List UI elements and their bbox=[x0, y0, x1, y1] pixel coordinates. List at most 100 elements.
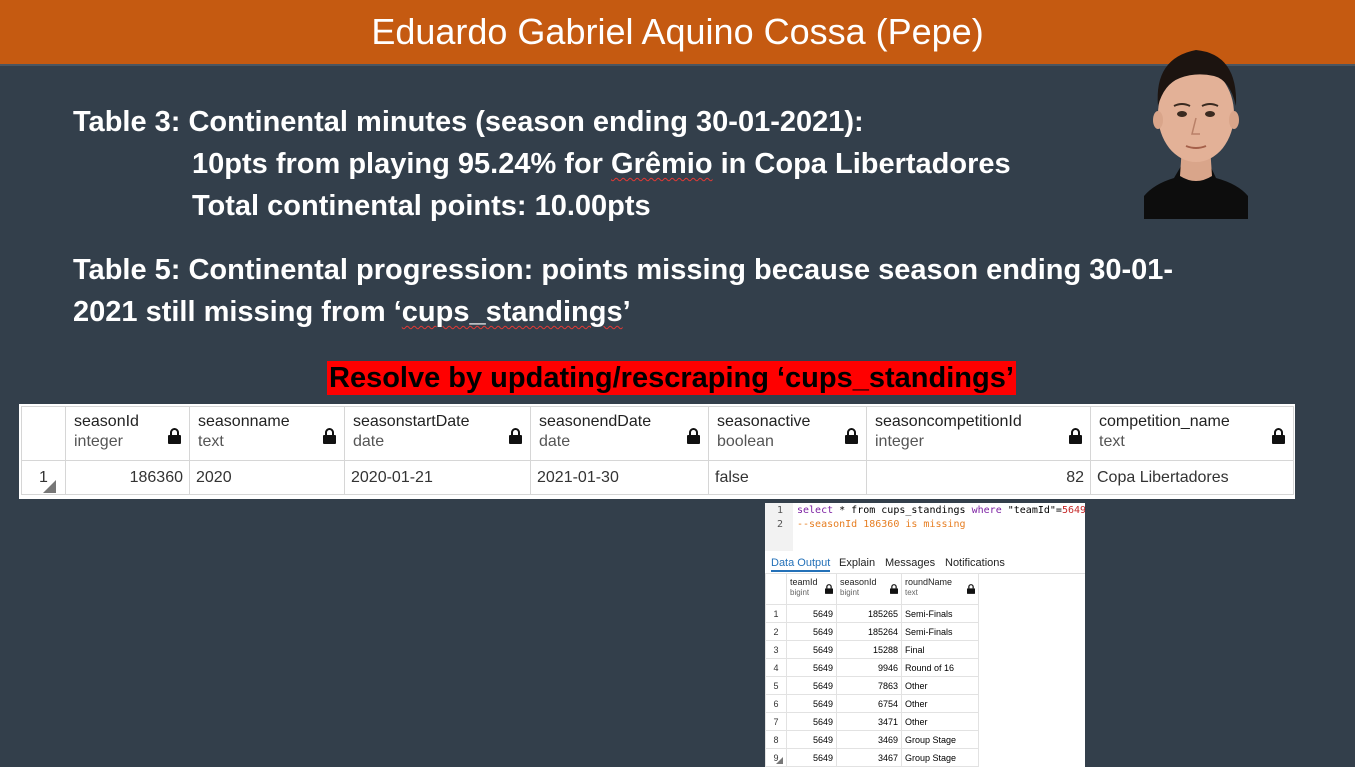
cell-roundName[interactable]: Group Stage bbox=[901, 730, 979, 749]
cell-roundName[interactable]: Round of 16 bbox=[901, 658, 979, 677]
column-name: teamId bbox=[790, 577, 818, 587]
table5-table-name: cups_standings bbox=[401, 296, 623, 328]
row-number: 2 bbox=[765, 622, 787, 641]
lock-icon bbox=[1272, 428, 1285, 444]
cell-roundName[interactable]: Final bbox=[901, 640, 979, 659]
player-photo bbox=[1144, 50, 1248, 219]
cell-roundName[interactable]: Semi-Finals bbox=[901, 622, 979, 641]
row-number: 6 bbox=[765, 694, 787, 713]
line-number: 1 bbox=[777, 505, 784, 516]
cell-teamId[interactable]: 5649 bbox=[786, 658, 837, 677]
cell-seasonId[interactable]: 3467 bbox=[836, 748, 902, 767]
season-result-grid: seasonId integer seasonname text seasons… bbox=[19, 404, 1295, 499]
row-number: 4 bbox=[765, 658, 787, 677]
tab-explain[interactable]: Explain bbox=[839, 557, 876, 569]
table-row[interactable]: 1 5649 185265 Semi-Finals bbox=[765, 604, 979, 623]
table-row[interactable]: 7 5649 3471 Other bbox=[765, 712, 979, 731]
row-number-header bbox=[21, 406, 66, 461]
column-name: roundName bbox=[905, 577, 953, 587]
tab-messages[interactable]: Messages bbox=[885, 557, 936, 569]
cell-seasonId[interactable]: 185264 bbox=[836, 622, 902, 641]
table-row[interactable]: 2 5649 185264 Semi-Finals bbox=[765, 622, 979, 641]
cell-teamId[interactable]: 5649 bbox=[786, 694, 837, 713]
cell-roundName[interactable]: Semi-Finals bbox=[901, 604, 979, 623]
column-header-seasonactive[interactable]: seasonactive boolean bbox=[708, 406, 867, 461]
table3-heading: Table 3: Continental minutes (season end… bbox=[73, 106, 864, 138]
column-header-seasonId[interactable]: seasonId bigint bbox=[836, 573, 902, 605]
table5-line-2: 2021 still missing from ‘cups_standings’ bbox=[73, 296, 631, 329]
table-row[interactable]: 9 5649 3467 Group Stage bbox=[765, 748, 979, 767]
cell-seasonId[interactable]: 185265 bbox=[836, 604, 902, 623]
cell-roundName[interactable]: Other bbox=[901, 676, 979, 695]
column-header-seasonstartDate[interactable]: seasonstartDate date bbox=[344, 406, 531, 461]
row-number: 7 bbox=[765, 712, 787, 731]
table-row[interactable]: 3 5649 15288 Final bbox=[765, 640, 979, 659]
cell-seasonactive[interactable]: false bbox=[708, 460, 867, 495]
season-header-row: seasonId integer seasonname text seasons… bbox=[21, 406, 1294, 461]
sql-text: "teamId"= bbox=[1001, 505, 1062, 516]
cell-seasonId[interactable]: 15288 bbox=[836, 640, 902, 659]
cell-competition_name[interactable]: Copa Libertadores bbox=[1090, 460, 1294, 495]
sql-editor[interactable]: 1 2 select * from cups_standings where "… bbox=[765, 503, 1085, 551]
cell-roundName[interactable]: Other bbox=[901, 712, 979, 731]
column-name: competition_name bbox=[1099, 413, 1230, 430]
column-header-teamId[interactable]: teamId bigint bbox=[786, 573, 837, 605]
sql-keyword: where bbox=[971, 505, 1002, 516]
sql-comment: --seasonId 186360 is missing bbox=[797, 519, 966, 530]
table5-line2-pre: 2021 still missing from ‘ bbox=[73, 296, 402, 328]
cell-teamId[interactable]: 5649 bbox=[786, 640, 837, 659]
cell-teamId[interactable]: 5649 bbox=[786, 622, 837, 641]
lock-icon bbox=[1069, 428, 1082, 444]
result-tabs: Data Output Explain Messages Notificatio… bbox=[765, 553, 1085, 574]
sql-line-1: select * from cups_standings where "team… bbox=[797, 505, 1085, 516]
table-row[interactable]: 5 5649 7863 Other bbox=[765, 676, 979, 695]
cell-seasonId[interactable]: 3469 bbox=[836, 730, 902, 749]
cell-roundName[interactable]: Other bbox=[901, 694, 979, 713]
column-name: seasonendDate bbox=[539, 413, 652, 430]
table5-line2-post: ’ bbox=[622, 296, 631, 328]
standings-table: teamId bigint seasonId bigint roundName … bbox=[765, 573, 979, 767]
table5-line-1: Table 5: Continental progression: points… bbox=[73, 254, 1174, 286]
row-number: 8 bbox=[765, 730, 787, 749]
column-header-competition_name[interactable]: competition_name text bbox=[1090, 406, 1294, 461]
column-header-roundName[interactable]: roundName text bbox=[901, 573, 979, 605]
table3-points-line: 10pts from playing 95.24% for Grêmio in … bbox=[192, 148, 1011, 181]
table-row[interactable]: 1 186360 2020 2020-01-21 2021-01-30 fals… bbox=[21, 460, 1294, 495]
cell-seasoncompetitionId[interactable]: 82 bbox=[866, 460, 1091, 495]
table-row[interactable]: 6 5649 6754 Other bbox=[765, 694, 979, 713]
cell-seasonId[interactable]: 7863 bbox=[836, 676, 902, 695]
column-type: text bbox=[905, 588, 918, 597]
cell-seasonId[interactable]: 3471 bbox=[836, 712, 902, 731]
column-header-seasoncompetitionId[interactable]: seasoncompetitionId integer bbox=[866, 406, 1091, 461]
tab-notifications[interactable]: Notifications bbox=[945, 557, 1005, 569]
column-header-seasonId[interactable]: seasonId integer bbox=[65, 406, 190, 461]
tab-data-output[interactable]: Data Output bbox=[771, 557, 831, 572]
cell-teamId[interactable]: 5649 bbox=[786, 748, 837, 767]
lock-icon bbox=[509, 428, 522, 444]
table3-total-line: Total continental points: 10.00pts bbox=[192, 190, 651, 222]
column-type: integer bbox=[74, 433, 123, 450]
column-type: date bbox=[353, 433, 385, 450]
cell-seasonId[interactable]: 6754 bbox=[836, 694, 902, 713]
cell-teamId[interactable]: 5649 bbox=[786, 604, 837, 623]
standings-header-row: teamId bigint seasonId bigint roundName … bbox=[765, 573, 979, 605]
table-row[interactable]: 8 5649 3469 Group Stage bbox=[765, 730, 979, 749]
lock-icon bbox=[845, 428, 858, 444]
row-number: 1 bbox=[21, 460, 66, 495]
cell-teamId[interactable]: 5649 bbox=[786, 730, 837, 749]
cell-seasonId[interactable]: 186360 bbox=[65, 460, 190, 495]
row-number: 1 bbox=[765, 604, 787, 623]
cell-teamId[interactable]: 5649 bbox=[786, 676, 837, 695]
table-row[interactable]: 4 5649 9946 Round of 16 bbox=[765, 658, 979, 677]
column-type: boolean bbox=[717, 433, 774, 450]
cell-seasonendDate[interactable]: 2021-01-30 bbox=[530, 460, 709, 495]
column-header-seasonendDate[interactable]: seasonendDate date bbox=[530, 406, 709, 461]
cell-seasonname[interactable]: 2020 bbox=[189, 460, 345, 495]
column-header-seasonname[interactable]: seasonname text bbox=[189, 406, 345, 461]
cell-seasonId[interactable]: 9946 bbox=[836, 658, 902, 677]
cell-seasonstartDate[interactable]: 2020-01-21 bbox=[344, 460, 531, 495]
cell-teamId[interactable]: 5649 bbox=[786, 712, 837, 731]
cell-roundName[interactable]: Group Stage bbox=[901, 748, 979, 767]
column-name: seasonId bbox=[74, 413, 139, 430]
column-name: seasonstartDate bbox=[353, 413, 470, 430]
